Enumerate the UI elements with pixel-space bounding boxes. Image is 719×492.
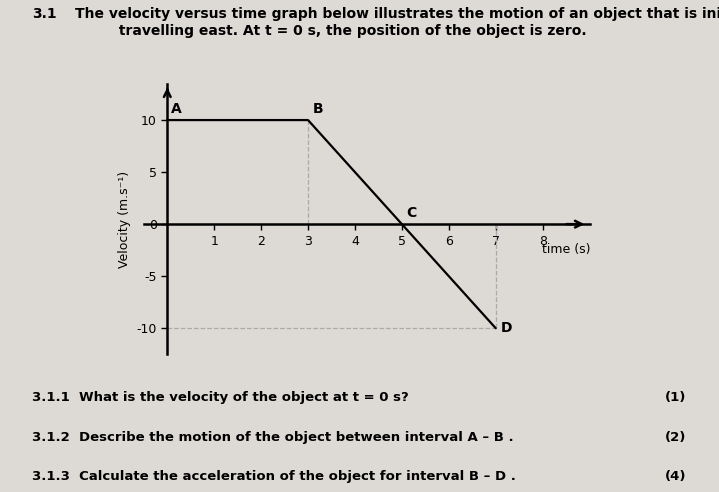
Text: C: C [406, 206, 417, 220]
Text: The velocity versus time graph below illustrates the motion of an object that is: The velocity versus time graph below ill… [75, 7, 719, 37]
Text: 3.1.1  What is the velocity of the object at t = 0 s?: 3.1.1 What is the velocity of the object… [32, 391, 409, 404]
Text: 3.1.3  Calculate the acceleration of the object for interval B – D .: 3.1.3 Calculate the acceleration of the … [32, 470, 516, 483]
Text: time (s): time (s) [542, 243, 590, 256]
Text: B: B [313, 102, 324, 116]
Text: (4): (4) [665, 470, 687, 483]
Text: 3.1: 3.1 [32, 7, 57, 21]
Text: 3.1.2  Describe the motion of the object between interval A – B .: 3.1.2 Describe the motion of the object … [32, 430, 514, 443]
Text: (1): (1) [665, 391, 687, 404]
Text: (2): (2) [665, 430, 687, 443]
Y-axis label: Velocity (m.s⁻¹): Velocity (m.s⁻¹) [118, 170, 131, 268]
Text: A: A [171, 102, 182, 116]
Text: D: D [500, 321, 512, 335]
